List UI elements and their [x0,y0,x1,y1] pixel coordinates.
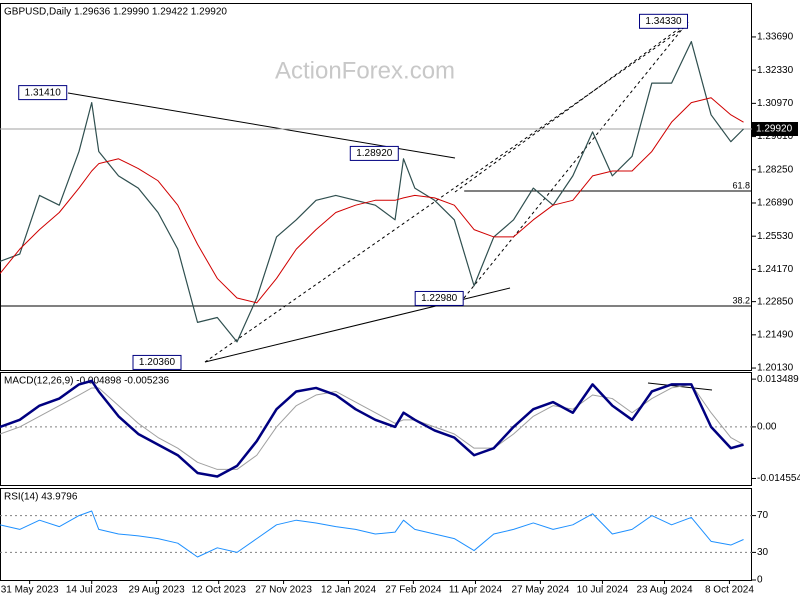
watermark: ActionForex.com [275,57,455,84]
last-price-label: 1.29920 [756,124,793,135]
series-line [0,97,744,304]
y-tick-label: 1.30970 [757,98,794,109]
x-tick-label: 14 Jul 2023 [66,585,118,596]
price-annotation: 1.28920 [356,148,393,159]
x-tick-label: 12 Oct 2023 [191,585,246,596]
x-tick-label: 10 Jul 2024 [577,585,629,596]
price-annotation: 1.34330 [645,16,682,27]
price-panel [0,3,752,371]
series-line [0,40,744,343]
series-line [0,383,744,470]
y-tick-label: -0.014554 [757,473,800,484]
y-tick-label: 1.21490 [757,329,794,340]
price-annotation: 1.22980 [421,293,458,304]
channel-line [463,21,689,299]
price-annotation-box [132,354,182,370]
y-tick-label: 1.20130 [757,363,794,374]
y-tick-label: 0.013489 [757,374,799,385]
macd-panel [0,372,752,486]
y-tick-label: 1.24170 [757,264,794,275]
x-tick-label: 8 Oct 2024 [705,585,754,596]
price-annotation-box [18,85,68,101]
y-tick-label: 1.22850 [757,296,794,307]
x-tick-label: 29 Aug 2023 [129,585,186,596]
series-line [0,510,744,558]
x-tick-label: 27 May 2024 [511,585,569,596]
price-annotation-box [349,145,399,161]
series-line [0,379,744,478]
panel-title: GBPUSD,Daily 1.29636 1.29990 1.29422 1.2… [4,7,227,18]
y-tick-label: 30 [757,547,769,558]
x-tick-label: 31 May 2023 [1,585,59,596]
y-tick-label: 1.26890 [757,198,794,209]
y-tick-label: 1.25530 [757,231,794,242]
price-annotation: 1.20360 [139,357,176,368]
x-tick-label: 27 Nov 2023 [255,585,312,596]
fib-label: 61.8 [732,180,750,190]
rsi-panel [0,488,752,581]
y-tick-label: 1.28250 [757,164,794,175]
x-tick-label: 27 Feb 2024 [385,585,442,596]
y-tick-label: 1.32330 [757,65,794,76]
y-tick-label: 70 [757,510,769,521]
y-tick-label: 1.33690 [757,32,794,43]
fib-label: 38.2 [732,295,750,305]
x-tick-label: 12 Jan 2024 [321,585,376,596]
y-tick-label: 0 [757,575,763,586]
price-annotation: 1.31410 [25,87,62,98]
x-tick-label: 11 Apr 2024 [449,585,503,596]
y-tick-label: 0.00 [757,422,777,433]
panel-title: RSI(14) 43.9796 [4,492,78,503]
y-tick-label: 1.29610 [757,131,794,142]
price-annotation-box [639,13,689,29]
price-annotation-box [414,290,464,306]
x-tick-label: 23 Aug 2024 [636,585,693,596]
channel-line [454,21,689,193]
last-price-box [752,121,798,136]
